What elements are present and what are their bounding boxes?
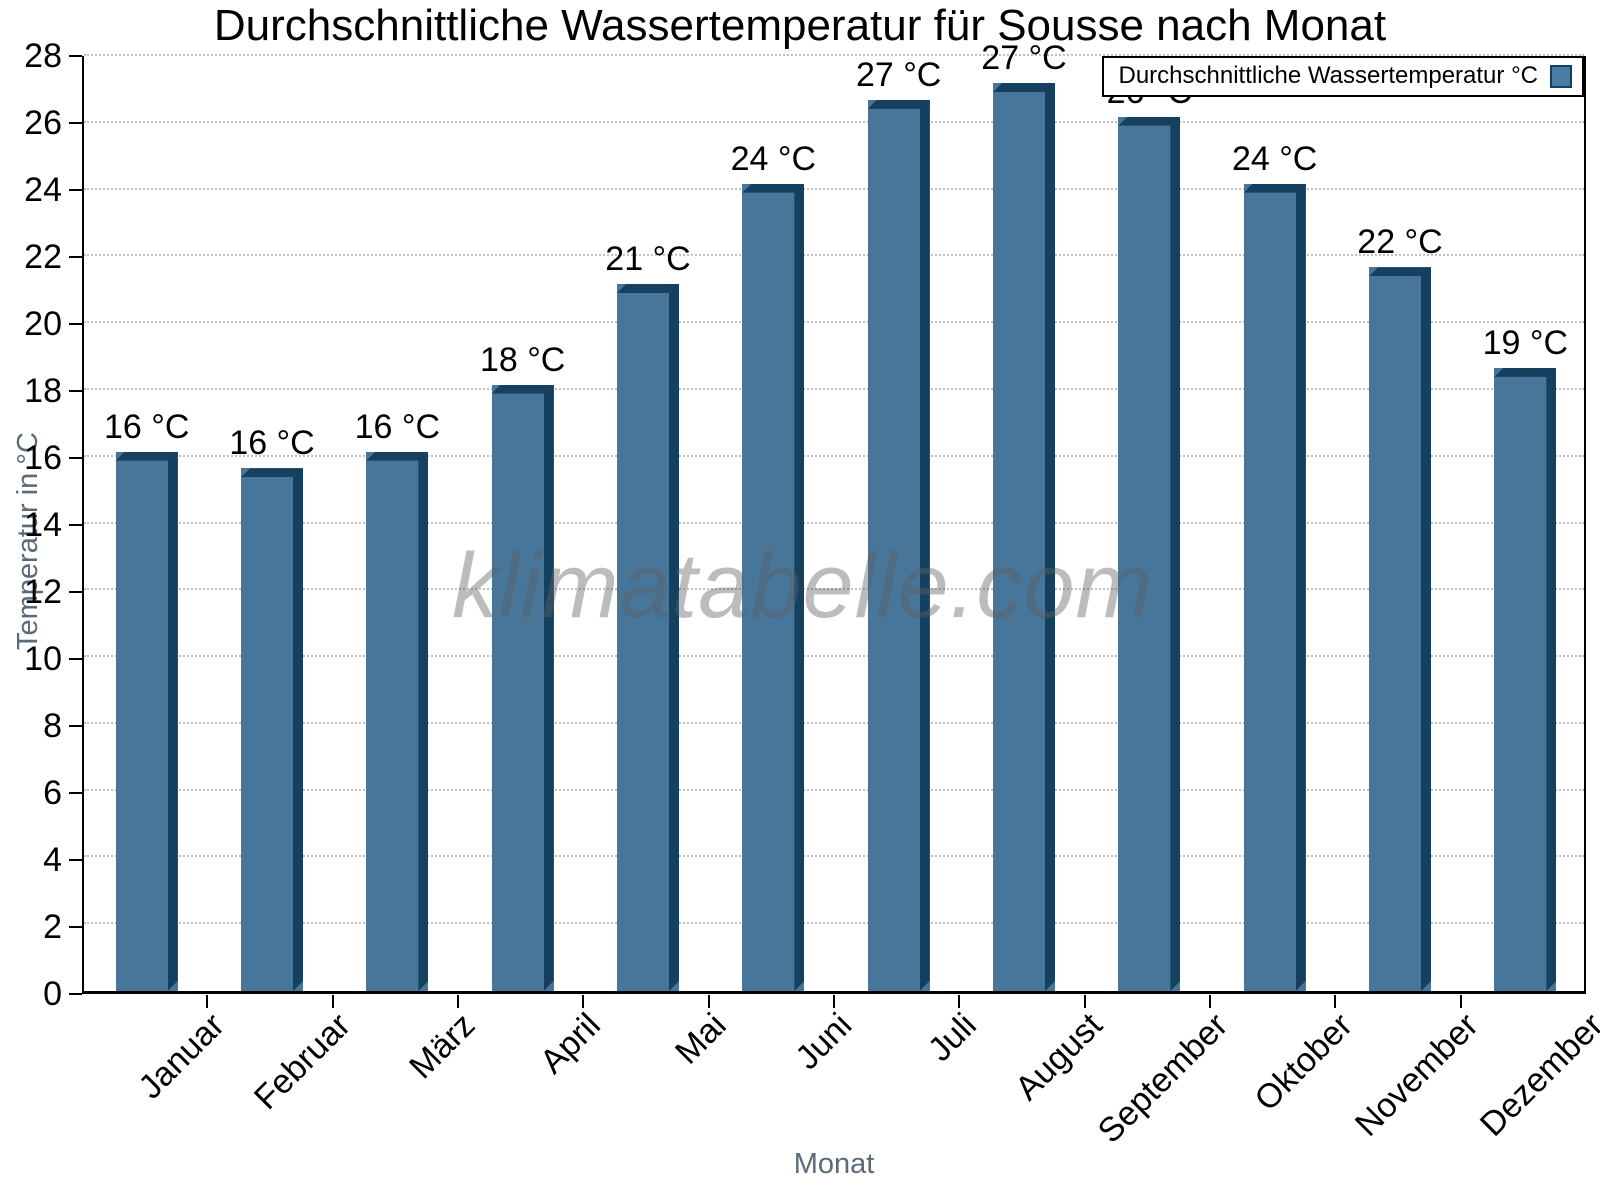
legend-label: Durchschnittliche Wassertemperatur °C <box>1118 62 1538 89</box>
y-tick-label-2: 2 <box>43 908 62 946</box>
bar-value-label-oktober: 24 °C <box>1231 139 1318 178</box>
x-tick-label-dezember: Dezember <box>1473 1006 1600 1144</box>
plot-area: 16 °C 16 °C 16 °C 18 °C 21 °C 24 °C 27 °C 27 °C… <box>82 39 1586 994</box>
gridline-14 <box>84 521 1584 524</box>
y-tick-2 <box>69 926 82 928</box>
bar-august <box>993 83 1055 991</box>
gridline-2 <box>84 922 1584 925</box>
bar-februar <box>241 468 303 991</box>
x-tick-2 <box>331 995 334 1008</box>
bar-april <box>491 384 554 991</box>
gridline-28 <box>84 54 1584 56</box>
y-tick-label-20: 20 <box>24 305 62 343</box>
x-tick-label-juli: Juli <box>921 1006 985 1069</box>
y-tick-14 <box>69 524 82 526</box>
y-tick-label-18: 18 <box>24 372 62 410</box>
y-tick-4 <box>69 859 82 861</box>
bar-value-label-januar: 16 °C <box>103 407 190 446</box>
x-tick-label-august: August <box>1007 1006 1110 1108</box>
x-tick-7 <box>958 995 961 1008</box>
x-tick-label-januar: Januar <box>131 1006 233 1107</box>
bar-value-label-juli: 27 °C <box>855 55 942 94</box>
bar-juli <box>867 99 930 991</box>
x-tick-label-februar: Februar <box>246 1006 358 1118</box>
x-tick-5 <box>707 995 710 1008</box>
y-tick-10 <box>69 658 82 660</box>
gridline-18 <box>84 387 1584 390</box>
y-tick-6 <box>69 792 82 794</box>
gridline-4 <box>84 855 1584 858</box>
gridline-12 <box>84 588 1584 591</box>
y-tick-20 <box>69 323 82 325</box>
bar-oktober <box>1243 183 1306 991</box>
gridline-6 <box>84 788 1584 791</box>
gridline-20 <box>84 321 1584 324</box>
x-tick-label-oktober: Oktober <box>1247 1006 1361 1119</box>
bar-value-label-märz: 16 °C <box>354 407 441 446</box>
bar-value-label-juni: 24 °C <box>730 139 817 178</box>
y-tick-8 <box>69 725 82 727</box>
bar-value-label-april: 18 °C <box>479 340 566 379</box>
legend-marker-swatch <box>1550 64 1572 88</box>
y-tick-label-26: 26 <box>24 104 62 142</box>
y-tick-label-24: 24 <box>24 171 62 209</box>
bar-juni <box>742 183 805 991</box>
x-tick-3 <box>457 995 459 1008</box>
x-tick-4 <box>582 995 585 1008</box>
y-tick-label-22: 22 <box>24 238 62 276</box>
y-tick-0 <box>69 993 82 995</box>
gridline-26 <box>84 120 1584 123</box>
x-tick-8 <box>1083 995 1086 1008</box>
bar-september <box>1118 116 1181 991</box>
x-tick-label-september: September <box>1090 1006 1235 1151</box>
gridline-24 <box>84 187 1584 190</box>
bar-november <box>1369 267 1431 991</box>
bar-märz <box>366 451 429 991</box>
legend: Durchschnittliche Wassertemperatur °C <box>1102 56 1584 97</box>
y-tick-label-6: 6 <box>43 774 62 812</box>
y-tick-12 <box>69 591 82 593</box>
gridline-16 <box>84 454 1584 457</box>
x-tick-label-november: November <box>1347 1006 1486 1144</box>
y-tick-28 <box>69 55 82 57</box>
x-tick-10 <box>1334 995 1337 1008</box>
bar-dezember <box>1494 367 1557 991</box>
x-tick-6 <box>833 995 835 1008</box>
bar-value-label-februar: 16 °C <box>229 424 315 463</box>
y-tick-label-16: 16 <box>24 439 62 477</box>
y-tick-26 <box>69 122 82 124</box>
x-tick-label-april: April <box>533 1006 609 1081</box>
y-tick-22 <box>69 256 82 258</box>
y-tick-label-4: 4 <box>43 841 62 879</box>
bar-mai <box>617 284 679 991</box>
y-tick-label-8: 8 <box>43 707 62 745</box>
x-tick-label-juni: Juni <box>787 1006 859 1077</box>
y-tick-label-0: 0 <box>43 975 62 1013</box>
x-tick-label-märz: März <box>402 1006 483 1087</box>
y-tick-label-14: 14 <box>24 506 62 544</box>
bar-value-label-mai: 21 °C <box>605 240 691 279</box>
bar-value-label-august: 27 °C <box>981 39 1067 78</box>
gridline-10 <box>84 655 1584 658</box>
bar-value-label-dezember: 19 °C <box>1482 323 1569 362</box>
x-axis-title: Monat <box>793 1148 875 1180</box>
y-tick-18 <box>69 390 82 392</box>
y-tick-label-12: 12 <box>24 573 62 611</box>
y-tick-label-28: 28 <box>24 37 62 75</box>
y-tick-label-10: 10 <box>24 640 62 678</box>
bar-value-label-november: 22 °C <box>1357 223 1443 262</box>
x-tick-9 <box>1209 995 1211 1008</box>
gridline-8 <box>84 721 1584 724</box>
x-tick-1 <box>206 995 209 1008</box>
y-tick-24 <box>69 189 82 191</box>
gridline-22 <box>84 254 1584 257</box>
x-tick-11 <box>1459 995 1462 1008</box>
chart-title: Durchschnittliche Wassertemperatur für S… <box>213 1 1387 50</box>
y-tick-16 <box>69 457 82 459</box>
x-tick-label-mai: Mai <box>667 1006 734 1072</box>
bar-januar <box>115 451 178 991</box>
